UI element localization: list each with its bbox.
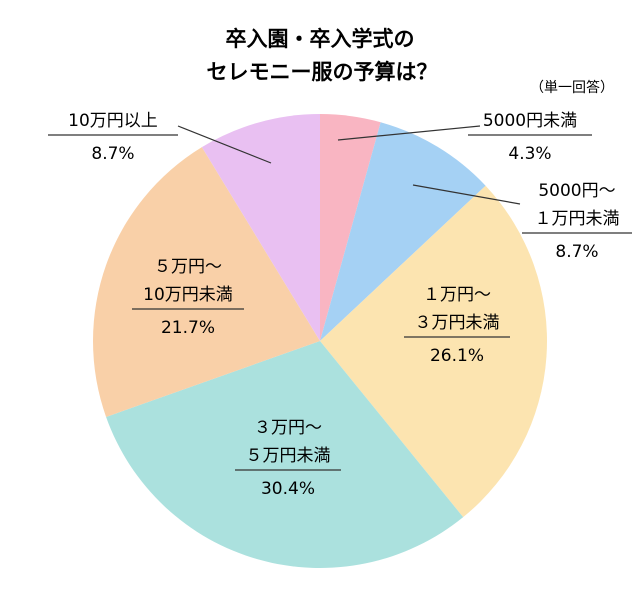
leader-line-0	[337, 125, 481, 141]
slice-value-0: 4.3%	[508, 144, 551, 164]
slice-value-3: 30.4%	[261, 479, 315, 499]
chart-title: 卒入園・卒入学式の セレモニー服の予算は？	[207, 27, 438, 84]
slice-label-5-line-0: 10万円以上	[68, 111, 158, 131]
pie-slice-2	[320, 185, 547, 518]
response-note: （単一回答）	[530, 79, 614, 96]
leader-lines	[177, 125, 521, 205]
pie-slice-0	[320, 114, 381, 341]
leader-line-1	[412, 184, 521, 205]
slice-labels: 5000円未満 4.3% 5000円〜 １万円未満 8.7% １万円〜 ３万円未満 26.1%…	[48, 111, 632, 499]
pie-slice-1	[320, 122, 486, 341]
slice-value-1: 8.7%	[555, 242, 598, 262]
slice-label-2-line-0: １万円〜	[423, 285, 491, 305]
chart-title-line-2: セレモニー服の予算は？	[207, 60, 438, 84]
slice-label-1-line-1: １万円未満	[535, 209, 620, 229]
slice-label-4-line-0: ５万円〜	[154, 257, 222, 277]
slice-label-4-line-1: 10万円未満	[143, 285, 233, 305]
slice-label-3-line-1: ５万円未満	[246, 446, 331, 466]
pie-slice-5	[201, 114, 320, 341]
slice-value-2: 26.1%	[430, 346, 484, 366]
chart-title-line-1: 卒入園・卒入学式の	[226, 27, 415, 51]
slice-label-1-line-0: 5000円〜	[538, 181, 615, 201]
slice-label-0-line-0: 5000円未満	[483, 111, 577, 131]
pie-slices	[93, 114, 547, 568]
slice-label-2-line-1: ３万円未満	[415, 313, 500, 333]
slice-label-3-line-0: ３万円〜	[254, 418, 322, 438]
slice-value-4: 21.7%	[161, 318, 215, 338]
pie-slice-3	[106, 341, 464, 568]
leader-line-5	[177, 125, 272, 164]
slice-value-5: 8.7%	[91, 144, 134, 164]
pie-slice-4	[93, 147, 320, 417]
